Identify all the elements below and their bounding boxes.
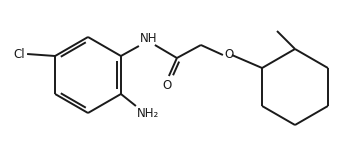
Text: NH: NH	[140, 32, 158, 45]
Text: O: O	[162, 79, 172, 92]
Text: O: O	[224, 49, 233, 62]
Text: Cl: Cl	[13, 47, 25, 60]
Text: NH₂: NH₂	[137, 107, 159, 120]
